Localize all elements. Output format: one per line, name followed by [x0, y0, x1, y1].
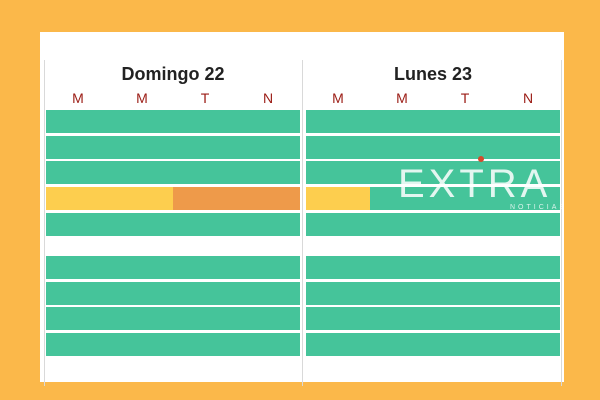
schedule-row	[46, 187, 300, 210]
schedule-segment-orange	[173, 187, 300, 210]
schedule-row	[46, 307, 300, 330]
schedule-segment-green	[306, 333, 560, 356]
schedule-row	[306, 213, 560, 236]
schedule-segment-green	[46, 307, 300, 330]
schedule-segment-green	[46, 282, 300, 305]
schedule-row	[306, 187, 560, 210]
schedule-row	[306, 282, 560, 305]
schedule-segment-green	[306, 282, 560, 305]
slot-label: N	[522, 90, 534, 106]
schedule-row	[46, 161, 300, 184]
schedule-row	[46, 110, 300, 133]
schedule-row	[306, 256, 560, 279]
schedule-row	[46, 333, 300, 356]
schedule-segment-green	[46, 213, 300, 236]
schedule-row	[306, 307, 560, 330]
schedule-row	[46, 213, 300, 236]
slot-label: T	[460, 90, 470, 106]
slot-label: M	[72, 90, 84, 106]
schedule-segment-green	[306, 136, 560, 159]
slot-label: M	[396, 90, 408, 106]
schedule-row	[46, 282, 300, 305]
right-divider	[561, 60, 562, 386]
day-title: Domingo 22	[121, 64, 225, 84]
left-divider	[44, 60, 45, 386]
slot-label: M	[136, 90, 148, 106]
schedule-row	[46, 256, 300, 279]
schedule-segment-yellow	[46, 187, 173, 210]
schedule-segment-green	[46, 161, 300, 184]
schedule-segment-green	[46, 136, 300, 159]
schedule-row	[306, 110, 560, 133]
schedule-segment-green	[306, 110, 560, 133]
schedule-row	[46, 136, 300, 159]
schedule-segment-green	[306, 307, 560, 330]
schedule-card: Domingo 22 M M T N Lunes 23 M M T N	[40, 32, 564, 386]
schedule-segment-green	[306, 213, 560, 236]
schedule-segment-green	[306, 256, 560, 279]
schedule-segment-green	[46, 256, 300, 279]
center-divider	[302, 60, 303, 386]
slot-label: T	[200, 90, 210, 106]
schedule-row	[306, 161, 560, 184]
slot-label: N	[262, 90, 274, 106]
schedule-segment-green	[306, 161, 560, 184]
schedule-segment-green	[46, 333, 300, 356]
slot-label: M	[332, 90, 344, 106]
day-title: Lunes 23	[393, 64, 473, 84]
schedule-segment-green	[46, 110, 300, 133]
schedule-segment-green	[369, 187, 560, 210]
schedule-row	[306, 136, 560, 159]
schedule-segment-yellow	[306, 187, 370, 210]
schedule-row	[306, 333, 560, 356]
